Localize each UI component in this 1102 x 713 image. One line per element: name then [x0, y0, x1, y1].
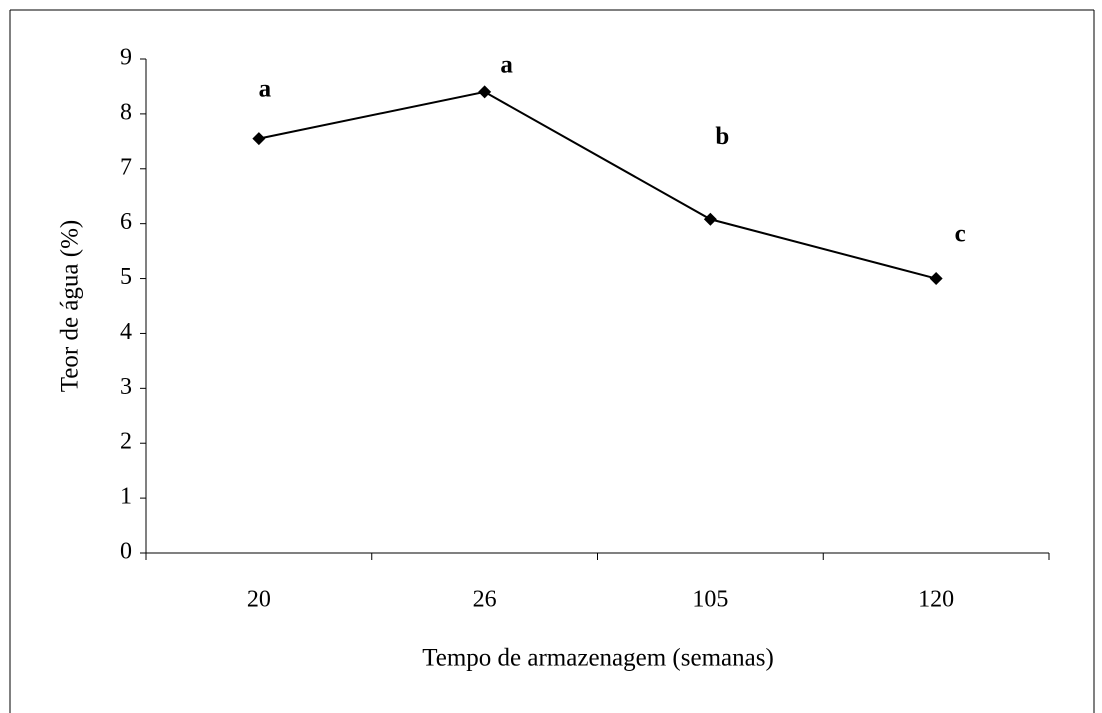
point-label: a [259, 75, 272, 102]
x-tick-label: 120 [918, 587, 954, 613]
y-tick-label: 8 [120, 99, 132, 125]
y-tick-label: 4 [120, 319, 132, 345]
line [258, 90, 937, 280]
marker [252, 132, 266, 146]
y-axis-title: Teor de água (%) [57, 220, 84, 392]
point-label: c [955, 220, 966, 247]
x-axis-title: Tempo de armazenagem (semanas) [422, 645, 774, 672]
point-label: a [500, 52, 513, 79]
y-tick-label: 1 [120, 484, 132, 510]
x-tick-label: 105 [692, 587, 728, 613]
x-tick-label: 20 [247, 587, 271, 613]
marker [478, 85, 492, 99]
marker [703, 212, 717, 226]
marker [929, 272, 943, 286]
y-tick-label: 7 [120, 154, 132, 180]
y-tick-label: 3 [120, 374, 132, 400]
point-label: b [715, 123, 729, 150]
y-tick-label: 6 [120, 209, 132, 235]
y-tick-label: 0 [120, 539, 132, 565]
y-tick-label: 5 [120, 264, 132, 290]
x-tick-label: 26 [473, 587, 497, 613]
y-tick-label: 2 [120, 429, 132, 455]
y-tick-label: 9 [120, 45, 132, 71]
